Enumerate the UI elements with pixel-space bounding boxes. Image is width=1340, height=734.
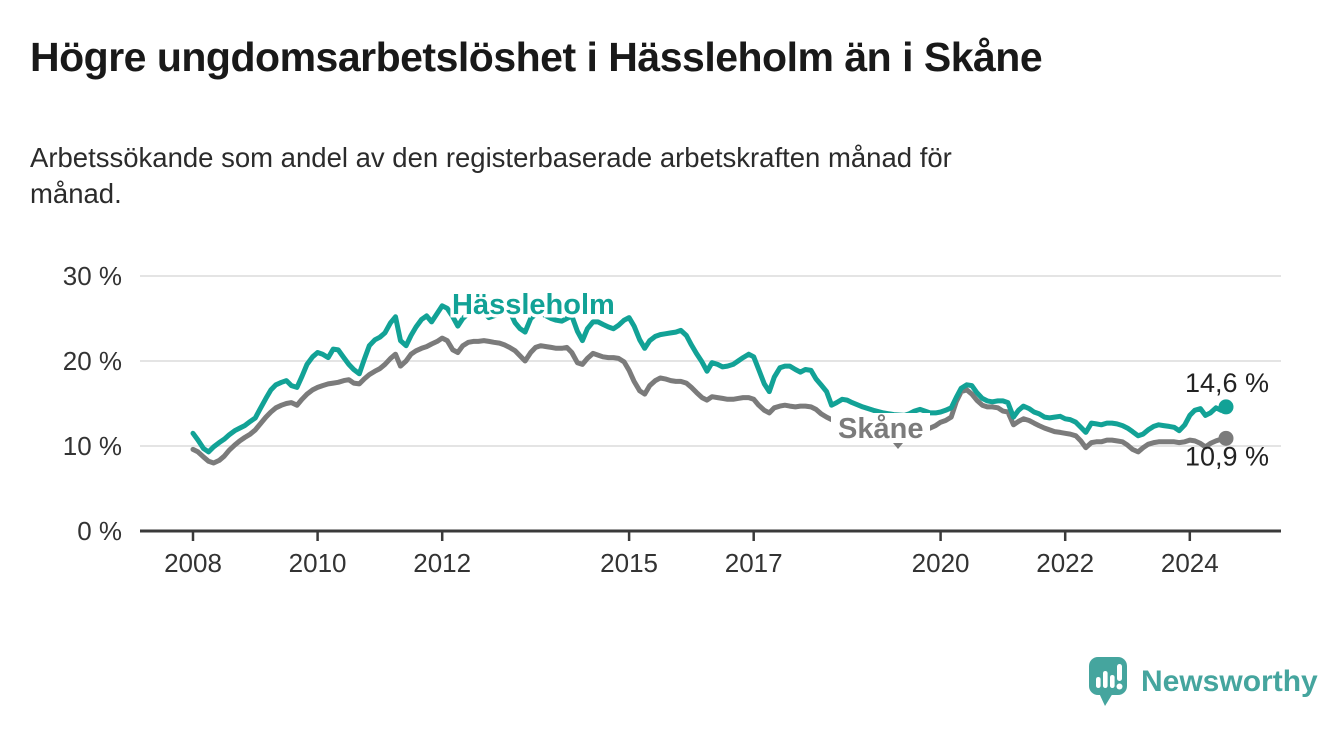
series-label-skåne: Skåne <box>838 413 923 445</box>
series-label-pointer <box>893 443 903 449</box>
series-line-hässleholm <box>190 303 1229 455</box>
end-value-label-hässleholm: 14,6 % <box>1185 368 1269 398</box>
end-dot-skåne <box>1218 430 1234 446</box>
newsworthy-brand: Newsworthy <box>1088 656 1318 708</box>
x-tick-label: 2015 <box>600 548 658 578</box>
x-tick-label: 2012 <box>413 548 471 578</box>
x-tick-label: 2010 <box>289 548 347 578</box>
page-title: Högre ungdomsarbetslöshet i Hässleholm ä… <box>30 34 1043 80</box>
end-dot-hässleholm <box>1218 399 1234 415</box>
newsworthy-logo-text: Newsworthy <box>1141 665 1318 698</box>
series-label-hässleholm: Hässleholm <box>452 289 615 321</box>
y-tick-label: 10 % <box>63 431 122 461</box>
x-tick-label: 2022 <box>1036 548 1094 578</box>
x-tick-label: 2024 <box>1161 548 1219 578</box>
newsworthy-logo-icon <box>1089 657 1127 706</box>
x-tick-label: 2008 <box>164 548 222 578</box>
y-tick-label: 20 % <box>63 346 122 376</box>
y-tick-label: 0 % <box>77 516 122 546</box>
y-tick-label: 30 % <box>63 261 122 291</box>
series-label-backdrop <box>831 413 930 444</box>
chart-subtitle: Arbetssökande som andel av den registerb… <box>30 140 1270 212</box>
x-tick-label: 2020 <box>912 548 970 578</box>
subtitle-line-2: månad. <box>30 178 122 209</box>
end-value-label-skåne: 10,9 % <box>1185 441 1269 471</box>
series-line-skåne <box>190 335 1229 466</box>
subtitle-line-1: Arbetssökande som andel av den registerb… <box>30 142 952 173</box>
x-tick-label: 2017 <box>725 548 783 578</box>
